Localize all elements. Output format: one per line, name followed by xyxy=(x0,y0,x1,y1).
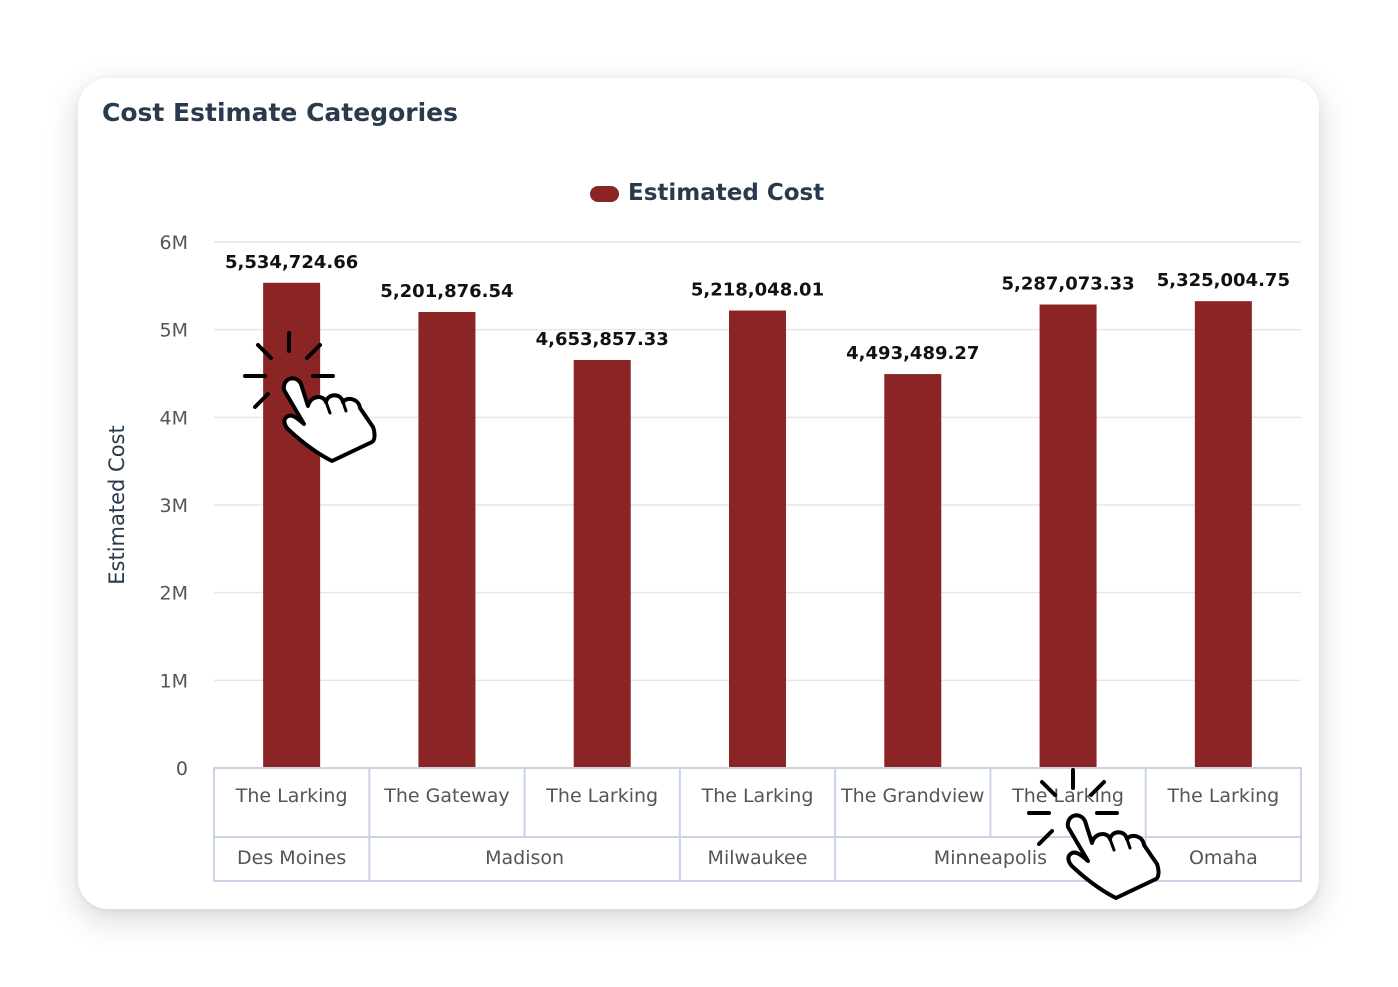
data-label: 5,325,004.75 xyxy=(1157,270,1290,291)
x-group-label: Omaha xyxy=(1189,847,1258,869)
y-tick-label: 5M xyxy=(160,320,188,342)
category-table-border xyxy=(213,767,1302,882)
x-group-label: Minneapolis xyxy=(934,847,1047,869)
data-label: 5,201,876.54 xyxy=(380,281,513,302)
bar xyxy=(1039,304,1097,768)
bar xyxy=(1194,301,1252,768)
hand-pointer-click-icon xyxy=(243,331,377,463)
bar xyxy=(418,311,476,768)
legend-label: Estimated Cost xyxy=(628,180,824,206)
y-tick-label: 2M xyxy=(160,583,188,605)
x-group-label: Madison xyxy=(485,847,564,869)
bar xyxy=(573,360,631,768)
x-category-label: The Gateway xyxy=(383,785,509,807)
data-label: 5,287,073.33 xyxy=(1001,273,1134,294)
y-tick-label: 4M xyxy=(160,407,188,429)
y-tick-label: 3M xyxy=(160,495,188,517)
data-label: 5,218,048.01 xyxy=(691,280,824,301)
y-axis-title: Estimated Cost xyxy=(105,425,129,584)
bar xyxy=(729,310,786,768)
x-category-label: The Grandview xyxy=(840,785,984,807)
bar xyxy=(263,282,321,768)
hand-pointer-click-icon xyxy=(1027,768,1161,900)
y-tick-label: 0 xyxy=(176,758,188,780)
x-category-label: The Larking xyxy=(235,785,348,807)
data-label: 4,493,489.27 xyxy=(846,343,979,364)
x-category-label: The Larking xyxy=(701,785,814,807)
y-tick-label: 1M xyxy=(160,670,188,692)
card-title: Cost Estimate Categories xyxy=(102,98,458,127)
data-label: 5,534,724.66 xyxy=(225,252,358,273)
x-group-label: Milwaukee xyxy=(708,847,808,869)
x-category-label: The Larking xyxy=(545,785,658,807)
bar xyxy=(884,374,942,768)
y-tick-label: 6M xyxy=(160,232,188,254)
data-label: 4,653,857.33 xyxy=(536,329,669,350)
x-category-label: The Larking xyxy=(1166,785,1279,807)
legend-swatch xyxy=(590,186,619,202)
x-group-label: Des Moines xyxy=(237,847,346,869)
